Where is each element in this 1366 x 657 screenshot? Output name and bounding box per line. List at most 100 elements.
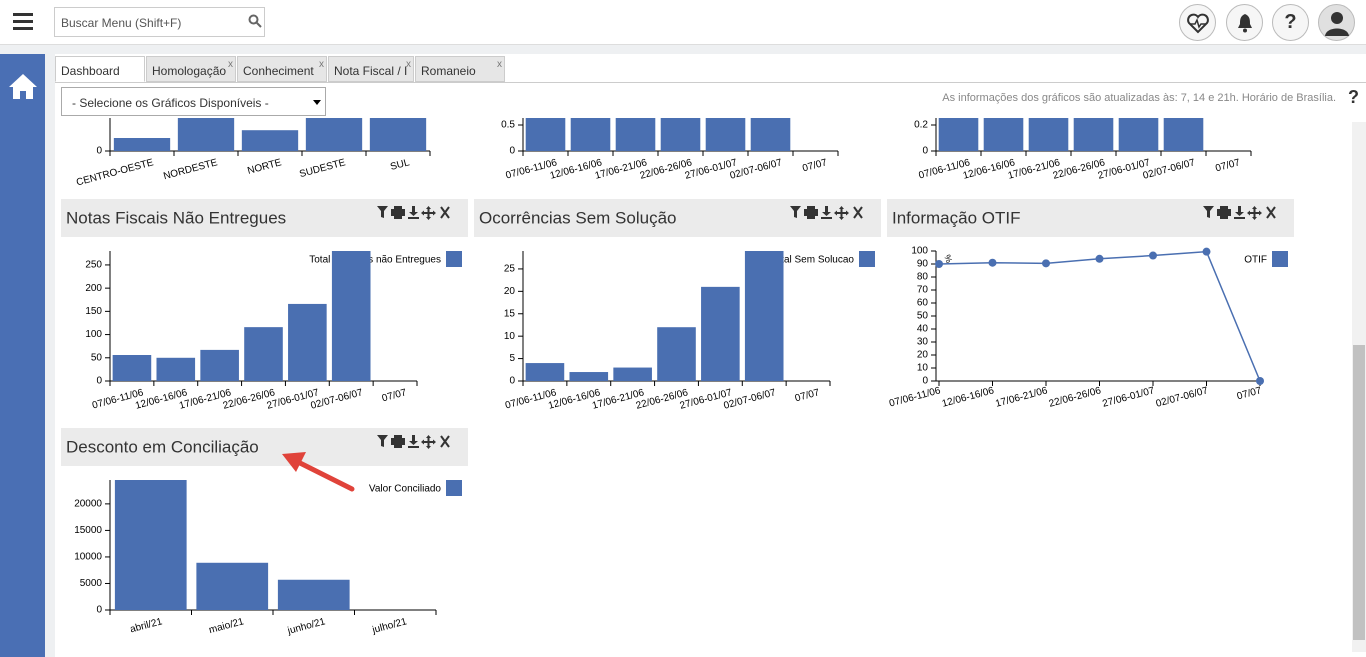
update-info: As informações dos gráficos são atualiza… (942, 92, 1336, 104)
bar (983, 118, 1024, 151)
bar (657, 327, 696, 381)
bar (305, 118, 363, 151)
tab[interactable]: Homologação x (146, 56, 236, 82)
print-icon[interactable] (391, 435, 405, 448)
x-tick-label: abril/21 (129, 616, 164, 635)
bar (744, 251, 784, 381)
move-icon[interactable] (1247, 206, 1262, 220)
y-tick-label: 5000 (80, 578, 103, 589)
tab[interactable]: Romaneio x (415, 56, 505, 82)
top-bar: Buscar Menu (Shift+F) ? (0, 0, 1366, 45)
y-tick-label: 0 (96, 605, 102, 616)
download-icon[interactable] (408, 435, 419, 448)
scrollbar-thumb[interactable] (1353, 345, 1365, 640)
move-icon[interactable] (834, 206, 849, 220)
tab-label[interactable]: Homologação (152, 64, 227, 78)
notifications-button[interactable] (1226, 4, 1263, 41)
chart-select[interactable]: - Selecione os Gráficos Disponíveis - (61, 87, 326, 116)
tab-close[interactable]: x (497, 59, 502, 70)
bar (938, 118, 979, 151)
y-tick-label: 200 (85, 283, 102, 294)
help-icon[interactable]: ? (1348, 87, 1359, 107)
x-tick-label: SUL (389, 157, 411, 173)
y-tick-label: 0 (922, 376, 928, 387)
search-icon[interactable] (248, 14, 262, 28)
x-tick-label: CENTRO-OESTE (75, 157, 155, 188)
search-input[interactable]: Buscar Menu (Shift+F) (54, 7, 265, 37)
close-icon[interactable] (853, 206, 863, 219)
bar (241, 130, 299, 151)
bar (277, 579, 350, 610)
y-tick-label: 40 (917, 324, 929, 335)
bar (114, 480, 187, 610)
download-icon[interactable] (821, 206, 832, 219)
bar (660, 118, 701, 151)
chart-panel: 00.207/06-11/0612/06-16/0617/06-21/0622/… (914, 118, 1252, 182)
y-tick-label: 50 (917, 311, 929, 322)
menu-button[interactable] (13, 12, 33, 32)
health-button[interactable] (1179, 4, 1216, 41)
bar (705, 118, 746, 151)
point (1042, 259, 1050, 268)
y-tick-label: 20 (917, 350, 929, 361)
legend-swatch (446, 480, 462, 496)
y-tick-label: 5 (509, 353, 515, 364)
x-tick-label: julho/21 (370, 616, 408, 636)
move-icon[interactable] (421, 435, 436, 449)
x-tick-label: 17/06-21/06 (994, 385, 1049, 410)
close-icon[interactable] (440, 435, 450, 448)
bar (288, 303, 327, 381)
home-button[interactable] (8, 72, 38, 100)
y-tick-label: 10 (917, 363, 929, 374)
x-tick-label: 12/06-16/06 (941, 385, 996, 410)
x-tick-label: SUDESTE (298, 157, 347, 180)
filter-icon[interactable] (377, 206, 388, 218)
point (1149, 251, 1157, 260)
close-icon[interactable] (440, 206, 450, 219)
x-tick-label: 02/07-06/07 (729, 157, 784, 182)
filter-icon[interactable] (790, 206, 801, 218)
move-icon[interactable] (421, 206, 436, 220)
chart-panel: 00.507/06-11/0612/06-16/0617/06-21/0622/… (501, 118, 839, 182)
y-tick-label: 0 (96, 146, 102, 157)
tab-label[interactable]: Nota Fiscal / I (334, 64, 408, 78)
y-label: % (942, 253, 954, 264)
y-tick-label: 90 (917, 259, 929, 270)
tab[interactable]: Dashboard (55, 56, 145, 82)
bar (1118, 118, 1159, 151)
filter-icon[interactable] (1203, 206, 1214, 218)
y-tick-label: 20000 (74, 499, 102, 510)
bar (570, 118, 611, 151)
user-button[interactable] (1318, 4, 1355, 41)
legend-label: Valor Conciliado (369, 484, 442, 495)
x-tick-label: 07/07 (801, 157, 828, 174)
x-tick-label: 07/07 (794, 387, 821, 404)
tab-label[interactable]: Dashboard (61, 64, 120, 78)
bar (177, 118, 235, 151)
download-icon[interactable] (1234, 206, 1245, 219)
print-icon[interactable] (804, 206, 818, 219)
x-tick-label: 07/07 (1236, 385, 1263, 402)
y-tick-label: 100 (911, 246, 928, 257)
tab-label[interactable]: Conheciment (243, 64, 314, 78)
print-icon[interactable] (1217, 206, 1231, 219)
legend-swatch (446, 251, 462, 267)
tab-close[interactable]: x (319, 59, 324, 70)
tab-close[interactable]: x (228, 59, 233, 70)
tab-label[interactable]: Romaneio (421, 64, 476, 78)
tab-close[interactable]: x (406, 59, 411, 70)
help-button[interactable]: ? (1272, 4, 1309, 41)
bar (244, 327, 283, 381)
close-icon[interactable] (1266, 206, 1276, 219)
bar (701, 286, 740, 381)
filter-icon[interactable] (377, 435, 388, 447)
x-tick-label: maio/21 (208, 616, 246, 636)
bar (369, 118, 427, 151)
download-icon[interactable] (408, 206, 419, 219)
print-icon[interactable] (391, 206, 405, 219)
tab[interactable]: Conheciment x (237, 56, 327, 82)
point (935, 260, 943, 268)
